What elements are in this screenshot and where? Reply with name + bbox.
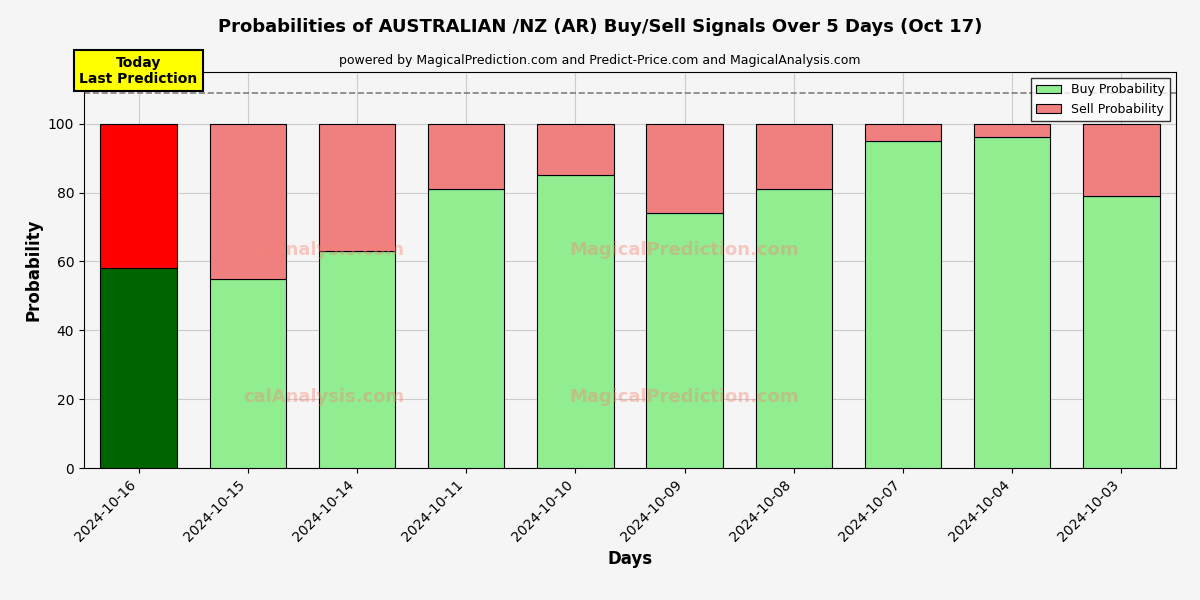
Y-axis label: Probability: Probability — [24, 219, 42, 321]
Bar — [538, 124, 613, 175]
Bar — [319, 124, 395, 251]
Legend: Buy Probability, Sell Probability: Buy Probability, Sell Probability — [1031, 78, 1170, 121]
Text: Probabilities of AUSTRALIAN /NZ (AR) Buy/Sell Signals Over 5 Days (Oct 17): Probabilities of AUSTRALIAN /NZ (AR) Buy… — [218, 18, 982, 36]
Bar — [865, 141, 941, 468]
Bar — [756, 124, 832, 189]
Text: Today
Last Prediction: Today Last Prediction — [79, 56, 198, 86]
Text: calAnalysis.com: calAnalysis.com — [244, 388, 404, 406]
Bar — [756, 189, 832, 468]
Bar — [865, 124, 941, 141]
Bar — [647, 213, 722, 468]
Bar — [974, 124, 1050, 137]
Bar — [647, 124, 722, 213]
Bar — [319, 251, 395, 468]
Bar — [974, 137, 1050, 468]
Bar — [101, 268, 176, 468]
Bar — [210, 278, 286, 468]
X-axis label: Days: Days — [607, 550, 653, 568]
Text: MagicalPrediction.com: MagicalPrediction.com — [570, 241, 799, 259]
Bar — [1084, 196, 1159, 468]
Text: powered by MagicalPrediction.com and Predict-Price.com and MagicalAnalysis.com: powered by MagicalPrediction.com and Pre… — [340, 54, 860, 67]
Bar — [1084, 124, 1159, 196]
Bar — [101, 124, 176, 268]
Bar — [210, 124, 286, 278]
Bar — [428, 124, 504, 189]
Bar — [428, 189, 504, 468]
Bar — [538, 175, 613, 468]
Text: MagicalPrediction.com: MagicalPrediction.com — [570, 388, 799, 406]
Text: calAnalysis.com: calAnalysis.com — [244, 241, 404, 259]
